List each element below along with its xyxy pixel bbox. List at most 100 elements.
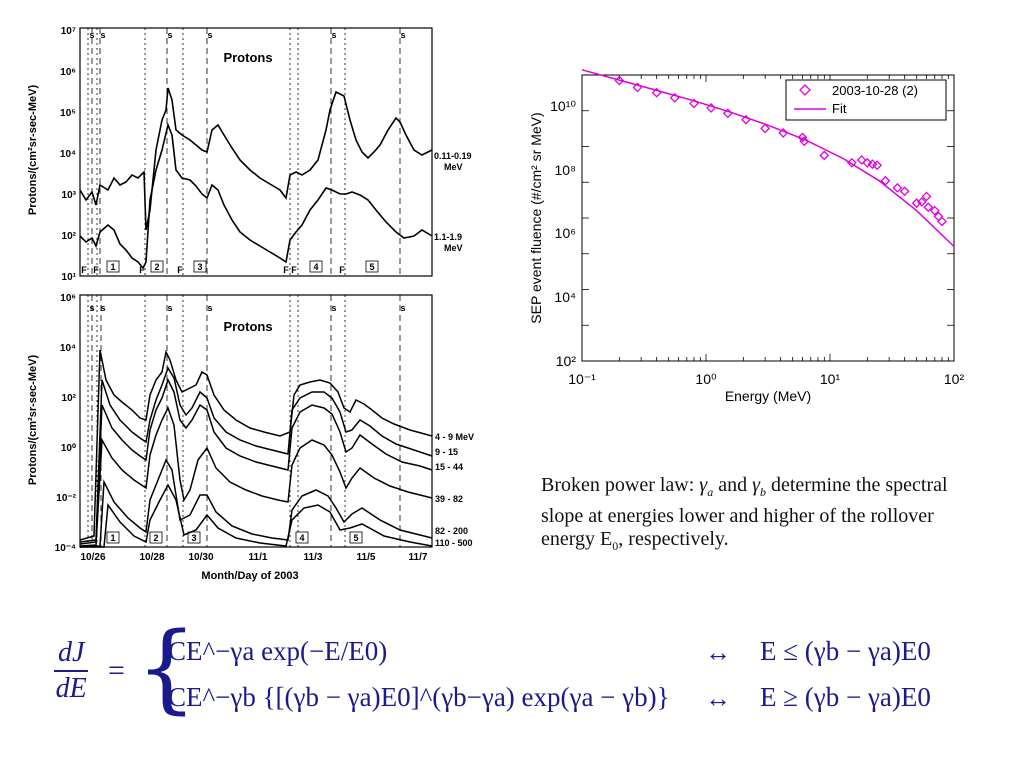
event-marker-s: s	[89, 30, 94, 40]
top-interval-boxes: 1 2 3 4 5	[106, 260, 379, 273]
spectrum-xlabel: Energy (MeV)	[725, 388, 811, 404]
spectrum-points	[614, 75, 947, 227]
top-panel-yticks: 10¹ 10² 10³ 10⁴ 10⁵ 10⁶ 10⁷	[60, 26, 77, 283]
xtick: 10⁻¹	[568, 371, 596, 387]
ytick: 10⁶	[60, 67, 76, 78]
fraction-numerator: dJ	[54, 636, 89, 672]
caption-part: , respectively.	[618, 528, 729, 550]
equals-sign: =	[108, 654, 125, 687]
data-point-diamond	[937, 216, 947, 227]
flare-marker: F	[93, 265, 99, 275]
flare-marker: F	[339, 265, 345, 275]
data-point-diamond	[706, 102, 717, 113]
gamma-b: γ	[752, 474, 760, 496]
caption-part: Broken power law:	[541, 474, 700, 496]
top-panel-frame	[79, 27, 433, 277]
event-marker-s: s	[400, 303, 405, 313]
broken-power-law-formula: dJ dE = { CE^−γa exp(−E/E0) CE^−γb {[(γb…	[50, 620, 1010, 724]
xtick: 11/7	[409, 552, 428, 563]
data-point-diamond	[651, 87, 662, 98]
channel-label: 4 - 9 MeV	[435, 432, 474, 442]
top-flare-lines	[87, 28, 346, 276]
condition-2: E ≥ (γb − γa)E0	[760, 682, 931, 712]
ytick: 10⁶	[60, 293, 76, 304]
channel-label: 0.11-0.19	[434, 151, 472, 161]
e0-sub: 0	[612, 539, 619, 553]
xtick: 10⁰	[695, 371, 717, 387]
top-channel-high-curve	[79, 122, 433, 270]
bottom-panel-xticks: 10/26 10/28 10/30 11/1 11/3 11/5 11/7	[80, 552, 427, 563]
ytick: 10³	[62, 190, 77, 201]
legend-series-label: 2003-10-28 (2)	[832, 83, 918, 98]
data-point-diamond	[911, 198, 922, 209]
flare-marker: F	[81, 265, 87, 275]
xtick: 11/1	[249, 552, 268, 563]
derivative-fraction: dJ dE	[54, 636, 89, 706]
channel-label: 82 - 200	[435, 526, 468, 536]
data-point-diamond	[632, 82, 643, 93]
caption-part: and	[713, 474, 753, 496]
xtick: 10/26	[80, 552, 105, 563]
event-marker-s: s	[331, 30, 336, 40]
bottom-panel-ylabel: Protons/(cm²sr-sec-MeV)	[27, 355, 39, 486]
channel-label: 1.1-1.9	[434, 232, 462, 242]
interval-label: 5	[369, 262, 374, 272]
ytick: 10⁴	[554, 289, 576, 305]
ytick: 10⁴	[60, 149, 76, 160]
legend-box	[785, 79, 947, 121]
interval-label: 3	[197, 262, 202, 272]
ytick: 10⁻⁴	[55, 543, 76, 554]
data-point-diamond	[872, 160, 883, 171]
ytick: 10⁻²	[56, 493, 76, 504]
ytick: 10⁴	[60, 343, 76, 354]
data-point-diamond	[741, 114, 751, 125]
ytick: 10⁰	[61, 443, 76, 454]
event-marker-s: s	[331, 303, 336, 313]
equivalence-arrow: ↔	[705, 638, 731, 667]
formula-row-1: CE^−γa exp(−E/E0)	[168, 636, 388, 666]
bottom-panel-title: Protons	[223, 319, 272, 334]
top-channel-labels: 0.11-0.19 MeV 1.1-1.9 MeV	[434, 151, 472, 253]
channel-label: 110 - 500	[435, 538, 473, 548]
xtick: 10²	[944, 371, 965, 387]
spectrum-yticks: 10² 10⁴ 10⁶ 10⁸ 10¹⁰	[550, 98, 576, 369]
ytick: 10¹⁰	[550, 98, 576, 114]
interval-label: 3	[191, 533, 196, 543]
data-point-diamond	[929, 205, 940, 216]
ytick: 10²	[62, 231, 77, 242]
gamma-a-sub: a	[707, 485, 714, 499]
ytick: 10¹	[62, 272, 77, 283]
ytick: 10⁵	[60, 108, 76, 119]
channel-curve-4-9	[79, 349, 433, 541]
xtick: 11/3	[304, 552, 323, 563]
flare-marker: F	[177, 265, 183, 275]
top-flare-markers: F F F F F F F	[81, 265, 345, 275]
bottom-event-lines	[91, 295, 401, 547]
data-point-diamond	[892, 182, 903, 193]
bottom-panel-frame	[79, 294, 433, 548]
spectrum-legend: 2003-10-28 (2) Fit	[785, 79, 947, 121]
ytick: 10⁶	[555, 225, 576, 241]
data-point-diamond	[614, 75, 625, 86]
xtick: 11/5	[357, 552, 376, 563]
data-point-diamond	[856, 155, 867, 165]
data-point-diamond	[819, 150, 830, 161]
bottom-interval-boxes: 1 2 3 4 5	[106, 531, 363, 544]
channel-curve-82-200	[79, 458, 433, 548]
interval-label: 4	[313, 262, 318, 272]
flare-marker: F	[283, 265, 289, 275]
ytick: 10⁷	[61, 26, 76, 37]
fit-line	[581, 69, 955, 248]
top-event-markers: s s s s s s	[89, 30, 405, 40]
data-point-diamond	[778, 127, 789, 138]
formula-row-2: CE^−γb {[(γb − γa)E0]^(γb−γa) exp(γa − γ…	[168, 682, 670, 712]
data-point-diamond	[722, 108, 733, 119]
data-point-diamond	[689, 98, 699, 109]
channel-curve-110-500	[80, 483, 433, 548]
ytick: 10²	[62, 393, 77, 404]
channel-label: 39 - 82	[435, 494, 463, 504]
event-marker-s: s	[89, 303, 94, 313]
top-event-lines	[91, 28, 401, 276]
spectrum-xticks: 10⁻¹ 10⁰ 10¹ 10²	[568, 371, 964, 387]
bottom-event-markers: s s s s s s	[89, 303, 405, 313]
